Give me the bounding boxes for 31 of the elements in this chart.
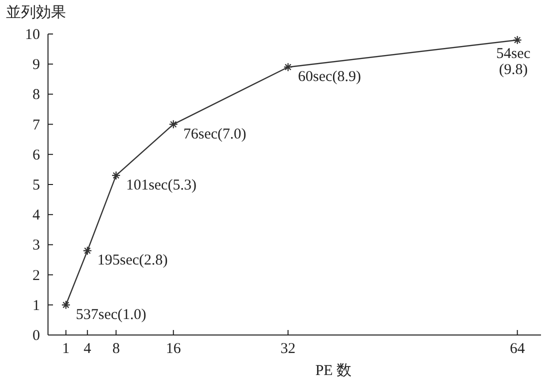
annotation: 76sec(7.0) xyxy=(183,126,246,142)
point xyxy=(112,170,121,180)
annotation: 101sec(5.3) xyxy=(126,177,196,194)
y-tick-label: 0 xyxy=(32,328,40,344)
y-tick-label: 9 xyxy=(32,57,40,74)
y-tick-label: 4 xyxy=(32,208,40,224)
x-tick-label: 8 xyxy=(112,341,120,357)
y-tick-label: 1 xyxy=(32,298,40,314)
y-tick-label: 5 xyxy=(32,178,40,194)
point xyxy=(61,300,70,310)
y-tick-label: 8 xyxy=(32,87,40,104)
x-tick-label: 16 xyxy=(166,341,182,357)
annotation: 537sec(1.0) xyxy=(76,306,146,323)
point xyxy=(512,35,522,45)
x-tick-label: 4 xyxy=(84,341,92,357)
point xyxy=(284,62,293,72)
y-axis-title: 並列効果 xyxy=(6,4,66,21)
y-tick-label: 3 xyxy=(32,238,40,254)
y-tick-label: 6 xyxy=(32,147,40,164)
x-tick-label: 32 xyxy=(280,341,296,357)
annotation: 195sec(2.8) xyxy=(97,252,168,269)
x-tick-label: 64 xyxy=(510,341,526,357)
y-tick-label: 7 xyxy=(32,117,40,134)
y-tick-label: 2 xyxy=(32,268,40,284)
point xyxy=(82,246,92,256)
annotation: 54sec(9.8) xyxy=(496,46,531,78)
x-axis-title: PE 数 xyxy=(315,363,352,379)
x-tick-label: 1 xyxy=(62,341,70,357)
y-tick-label: 10 xyxy=(25,27,40,43)
annotation: 60sec(8.9) xyxy=(298,69,361,86)
point xyxy=(168,120,178,129)
